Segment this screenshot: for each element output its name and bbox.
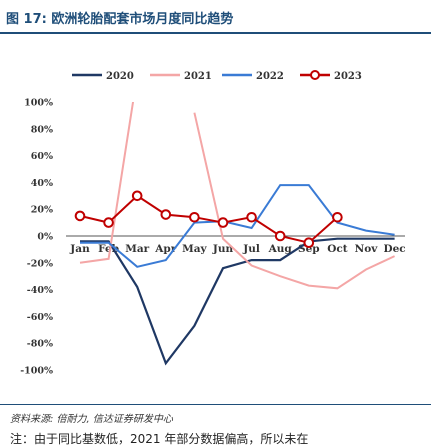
x-tick-label: Aug: [268, 243, 293, 255]
y-tick-label: 60%: [31, 151, 53, 162]
data-point-2023: [74, 210, 86, 222]
series-line-2023: [79, 194, 339, 244]
y-tick-label: -20%: [27, 258, 53, 269]
x-tick-label: Dec: [384, 243, 406, 255]
data-point-2023: [332, 211, 343, 223]
data-point-2023: [131, 190, 143, 202]
source-text: 资料来源: 倍耐力, 信达证券研发中心: [10, 414, 173, 425]
legend-label-2021: 2021: [184, 71, 212, 82]
note-text: 注：由于同比基数低，2021 年部分数据偏高，所以未在: [10, 432, 309, 446]
y-tick-label: 0%: [37, 232, 53, 243]
series-line-2021: [79, 102, 396, 290]
y-tick-label: -40%: [27, 285, 53, 296]
y-tick-label: -60%: [27, 312, 53, 323]
data-point-2023: [246, 211, 257, 223]
y-tick-label: -80%: [27, 339, 53, 350]
x-tick-label: Jul: [242, 243, 260, 255]
data-point-2023: [189, 211, 200, 223]
x-tick-label: Nov: [355, 243, 379, 255]
data-point-2023: [217, 217, 229, 228]
data-point-2023: [160, 209, 172, 220]
series-line-2022: [80, 184, 395, 268]
data-point-2023: [274, 230, 286, 242]
y-tick-label: 40%: [31, 178, 53, 189]
x-tick-label: Oct: [327, 243, 348, 255]
legend-label-2023: 2023: [334, 71, 362, 82]
title-divider: [0, 32, 431, 34]
legend-marker-2023: [310, 70, 320, 80]
data-point-2023: [103, 217, 114, 228]
x-tick-label: Jun: [212, 243, 234, 255]
y-tick-label: -100%: [20, 366, 53, 377]
y-tick-label: 100%: [24, 98, 53, 109]
legend-label-2022: 2022: [256, 71, 284, 82]
figure-title: 图 17: 欧洲轮胎配套市场月度同比趋势: [6, 12, 234, 27]
series-line-2020: [80, 237, 395, 366]
x-tick-label: Jan: [69, 243, 90, 255]
data-point-2023: [303, 237, 315, 248]
x-tick-label: Mar: [125, 243, 149, 255]
x-tick-label: May: [182, 243, 207, 255]
footer-divider: [0, 404, 431, 405]
legend-label-2020: 2020: [106, 71, 134, 82]
y-tick-label: 80%: [31, 124, 53, 135]
y-tick-label: 20%: [31, 205, 53, 216]
title-bar: 图 17: 欧洲轮胎配套市场月度同比趋势: [0, 0, 431, 34]
